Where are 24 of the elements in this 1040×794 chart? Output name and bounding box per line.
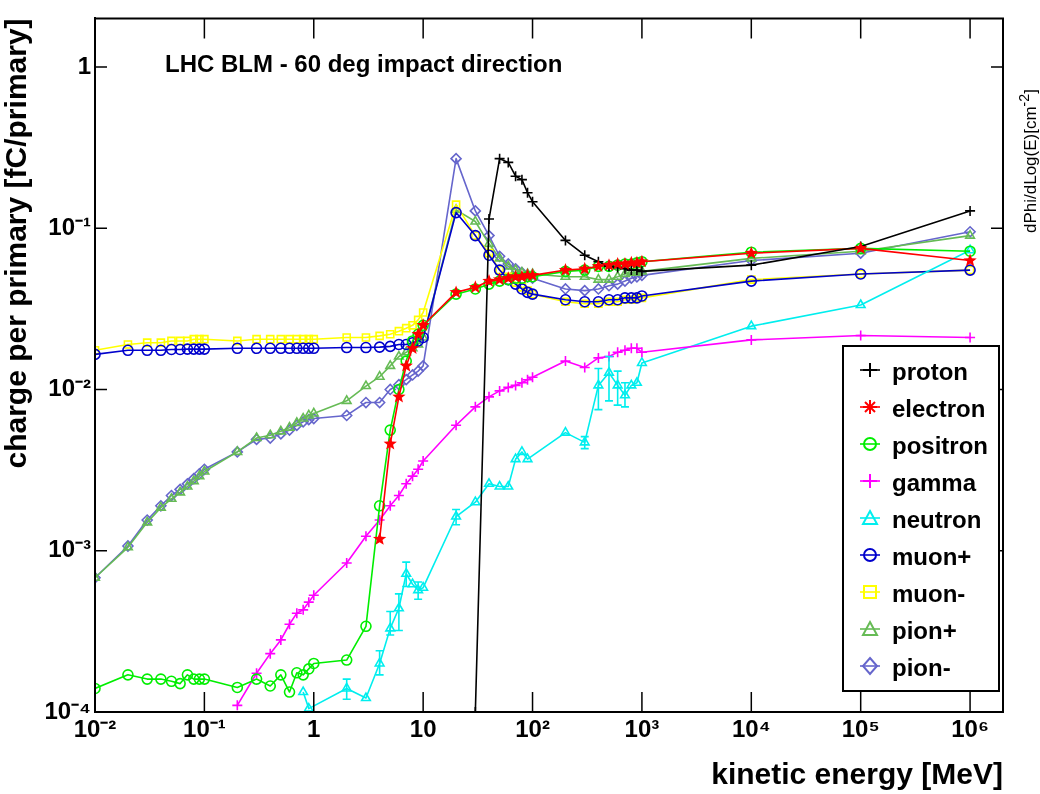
x-tick-label: 10⁻¹: [183, 715, 226, 743]
legend-label: electron: [892, 394, 986, 423]
y-tick-label: 1: [77, 51, 91, 79]
x-tick-label: 10³: [624, 715, 660, 743]
x-tick-label: 1: [307, 715, 321, 743]
legend-label: neutron: [892, 505, 982, 534]
legend-label: proton: [892, 357, 968, 386]
x-tick-label: 10⁴: [732, 715, 771, 743]
legend-label: gamma: [892, 468, 977, 497]
x-tick-label: 10²: [515, 715, 550, 743]
y-tick-label: 10⁻¹: [48, 212, 92, 240]
text: LHC BLM - 60 deg impact direction: [165, 50, 563, 78]
y-tick-label: 10⁻³: [48, 535, 92, 563]
x-tick-label: 10⁵: [841, 715, 880, 743]
legend-label: positron: [892, 431, 988, 460]
legend-label: muon+: [892, 542, 972, 571]
legend-label: muon-: [892, 579, 966, 608]
legend-label: pion-: [892, 653, 951, 682]
y-axis-title: charge per primary [fC/primary]: [0, 18, 33, 469]
x-tick-label: 10: [409, 715, 437, 743]
legend-label: pion+: [892, 616, 957, 645]
x-axis-title: kinetic energy [MeV]: [711, 757, 1003, 791]
x-tick-label: 10⁶: [951, 715, 989, 743]
y-tick-label: 10⁻²: [48, 374, 92, 402]
